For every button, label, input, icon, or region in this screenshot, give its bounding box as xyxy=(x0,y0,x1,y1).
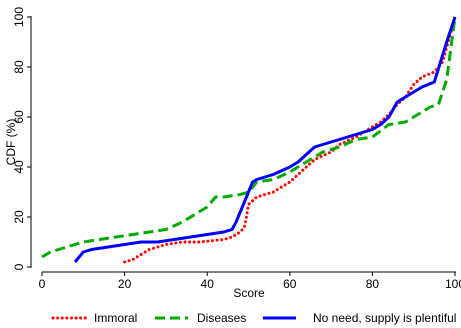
x-ticks: 0 20 40 60 80 100 xyxy=(39,272,461,291)
x-axis-title: Score xyxy=(233,286,265,300)
series-line-diseases xyxy=(41,16,457,259)
x-tick-label: 100 xyxy=(445,277,461,291)
legend-label-immoral: Immoral xyxy=(94,311,137,325)
y-tick-label: 80 xyxy=(12,60,26,74)
y-tick-label: 0 xyxy=(12,263,26,270)
x-tick-label: 60 xyxy=(283,277,297,291)
y-tick-label: 40 xyxy=(12,160,26,174)
legend: Immoral Diseases No need, supply is plen… xyxy=(51,311,456,325)
axes xyxy=(30,16,456,273)
x-tick-label: 80 xyxy=(366,277,380,291)
series-line-no-need xyxy=(73,16,457,263)
y-ticks: 0 20 40 60 80 100 xyxy=(12,7,31,270)
y-tick-label: 60 xyxy=(12,110,26,124)
x-tick-label: 20 xyxy=(118,277,132,291)
legend-label-no-need: No need, supply is plentiful xyxy=(313,311,456,325)
legend-label-diseases: Diseases xyxy=(197,311,246,325)
series-lines xyxy=(41,15,457,264)
y-axis-title: CDF (%) xyxy=(4,119,18,166)
x-tick-label: 40 xyxy=(201,277,215,291)
x-tick-label: 0 xyxy=(39,277,46,291)
y-tick-label: 100 xyxy=(12,7,26,27)
y-tick-label: 20 xyxy=(12,210,26,224)
